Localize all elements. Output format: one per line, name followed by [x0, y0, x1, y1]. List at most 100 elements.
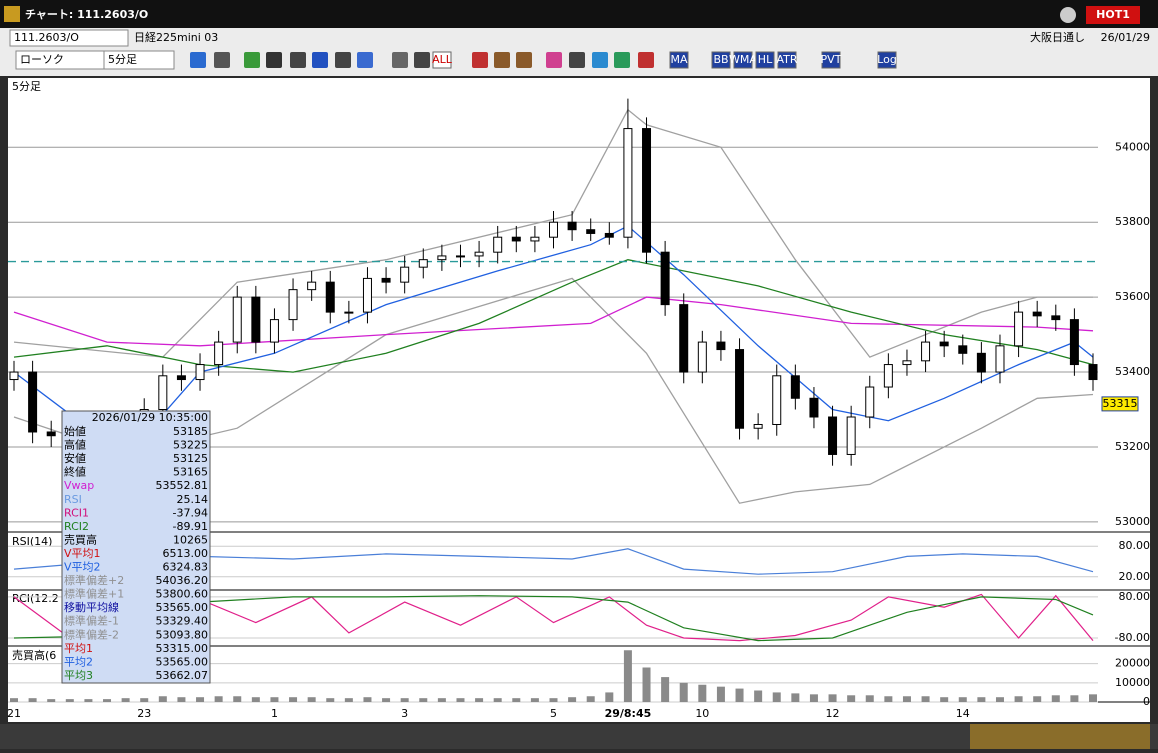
candle-body: [400, 266, 410, 283]
app-icon: [4, 6, 20, 22]
info-label: 売買高: [64, 532, 97, 546]
toolbar-button[interactable]: [669, 51, 689, 69]
candle-body: [158, 375, 168, 411]
candle-body: [46, 431, 56, 437]
toolbar-icon[interactable]: [638, 52, 654, 68]
candle-body: [995, 345, 1005, 373]
interval-select[interactable]: [103, 50, 175, 70]
y-tick-label: 53400: [1115, 365, 1150, 378]
info-value: 54036.20: [156, 574, 209, 587]
candle-body: [921, 341, 931, 362]
toolbar-icon[interactable]: [244, 52, 260, 68]
toolbar-button-label: HL: [758, 53, 773, 66]
toolbar-icon[interactable]: [414, 52, 430, 68]
toolbar-button-label: MA: [670, 53, 687, 66]
toolbar-button[interactable]: [432, 51, 452, 69]
toolbar-icon[interactable]: [190, 52, 206, 68]
interval: 5分足: [108, 53, 137, 66]
info-value: 53315.00: [156, 642, 209, 655]
candle-body: [939, 341, 949, 347]
toolbar-icon[interactable]: [312, 52, 328, 68]
toolbar-icon[interactable]: [290, 52, 306, 68]
candle-body: [232, 296, 242, 343]
volume-bar: [400, 698, 409, 702]
candle-body: [567, 221, 577, 231]
toolbar-icon[interactable]: [214, 52, 230, 68]
toolbar-button[interactable]: [711, 51, 731, 69]
hot-button[interactable]: [1086, 6, 1140, 24]
candle-body: [772, 375, 782, 425]
toolbar-button[interactable]: [733, 51, 753, 69]
toolbar-icon[interactable]: [569, 52, 585, 68]
toolbar-button[interactable]: [777, 51, 797, 69]
candle-body: [1088, 364, 1098, 381]
candle-body: [1014, 311, 1024, 347]
toolbar-button[interactable]: [755, 51, 775, 69]
symbol-input[interactable]: [9, 29, 129, 47]
toolbar-icon[interactable]: [546, 52, 562, 68]
toolbar-icon[interactable]: [392, 52, 408, 68]
toolbar-button[interactable]: [877, 51, 897, 69]
x-tick-label: 1: [271, 707, 278, 720]
y-tick-label: 53600: [1115, 290, 1150, 303]
volume-bar: [196, 697, 205, 702]
candle-body: [493, 236, 503, 253]
toolbar-icon[interactable]: [592, 52, 608, 68]
volume-bar: [530, 698, 539, 702]
volume-bar: [233, 696, 242, 702]
volume-bar: [363, 697, 372, 702]
info-value: 25.14: [177, 493, 209, 506]
candle-body: [530, 236, 540, 242]
toolbar-icon[interactable]: [357, 52, 373, 68]
toolbar-button[interactable]: [821, 51, 841, 69]
volume-bar: [847, 695, 856, 702]
y-tick-label: 80.00: [1119, 539, 1151, 552]
info-value: 6324.83: [163, 561, 209, 574]
candle-body: [455, 255, 465, 258]
candle-body: [716, 341, 726, 351]
candle-body: [511, 236, 521, 242]
info-value: 10265: [173, 533, 208, 546]
volume-bar: [493, 698, 502, 702]
toolbar-icon[interactable]: [494, 52, 510, 68]
info-label: Vwap: [64, 479, 94, 492]
scrollbar[interactable]: [0, 724, 1158, 749]
header-date: 26/01/29: [1101, 31, 1150, 44]
candle-body: [883, 364, 893, 388]
candle-body: [790, 375, 800, 399]
x-tick-label: 29/8:45: [605, 707, 652, 720]
volume-bar: [940, 697, 949, 702]
y-tick-label: 0: [1143, 695, 1150, 708]
panel-label: 5分足: [12, 80, 41, 93]
toolbar-icon[interactable]: [266, 52, 282, 68]
volume-bar: [809, 694, 818, 702]
info-value: 53662.07: [156, 669, 209, 682]
volume-bar: [10, 698, 18, 702]
scroll-thumb[interactable]: [970, 724, 1150, 749]
volume-bar: [419, 698, 428, 702]
volume-bar: [605, 692, 614, 702]
volume-bar: [828, 694, 837, 702]
toolbar-button-label: ALL: [432, 53, 453, 66]
volume-bar: [1033, 696, 1042, 702]
info-value: 53552.81: [156, 479, 209, 492]
candle-body: [679, 304, 689, 373]
volume-bar: [1089, 694, 1097, 702]
toolbar-icon[interactable]: [614, 52, 630, 68]
info-value: 53125: [173, 452, 208, 465]
panel-label: RSI(14): [12, 535, 52, 548]
x-tick-label: 21: [7, 707, 21, 720]
volume-bar: [214, 696, 223, 702]
candle-body: [586, 229, 596, 234]
volume-bar: [661, 677, 670, 702]
toolbar-icon[interactable]: [335, 52, 351, 68]
toolbar-icon[interactable]: [516, 52, 532, 68]
candle-body: [307, 281, 317, 291]
info-label: 平均3: [64, 669, 93, 682]
volume-bar: [140, 698, 149, 702]
volume-bar: [865, 695, 874, 702]
info-value: 6513.00: [163, 547, 209, 560]
toolbar-button-label: PVT: [821, 53, 842, 66]
toolbar-icon[interactable]: [472, 52, 488, 68]
help-button[interactable]: [1060, 7, 1076, 23]
